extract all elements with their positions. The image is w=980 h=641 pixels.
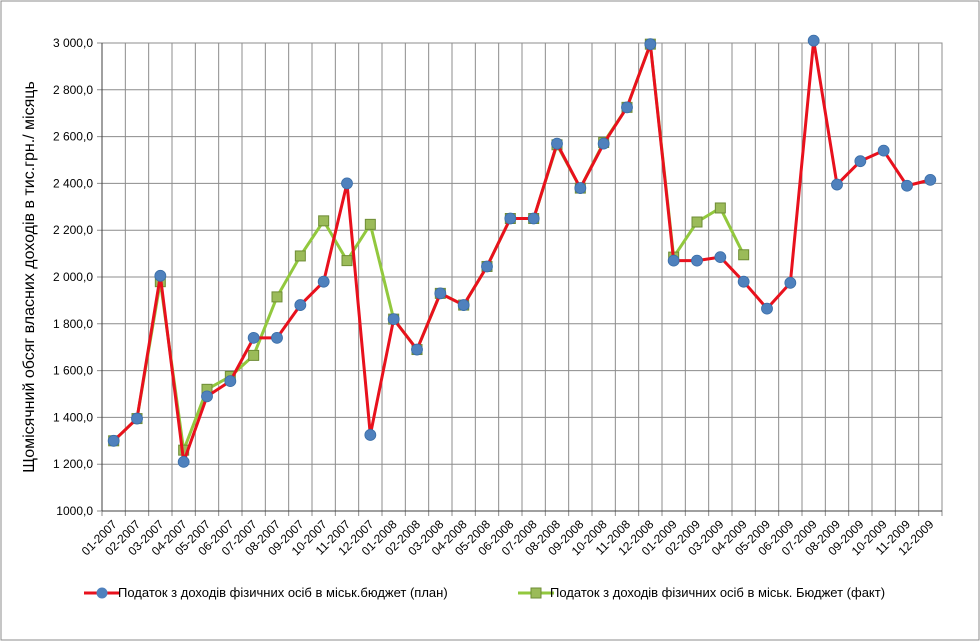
data-point-plan <box>387 313 400 326</box>
data-point-plan <box>527 212 540 225</box>
data-point-plan <box>691 254 703 267</box>
series-line <box>112 39 931 464</box>
data-point-plan <box>481 260 493 273</box>
y-axis-label: Щомісячний обсяг власних доходів в тис.г… <box>21 81 38 473</box>
series-plan <box>107 34 937 468</box>
data-point-plan <box>924 173 937 186</box>
data-point-plan <box>807 34 820 47</box>
data-point-fact <box>248 349 260 361</box>
y-tick-label: 3 000,0 <box>53 36 93 50</box>
data-point-fact <box>294 250 306 262</box>
y-tick-label: 1 400,0 <box>53 410 93 424</box>
data-point-fact <box>318 215 330 227</box>
y-tick-label: 1 600,0 <box>53 364 93 378</box>
legend-item-plan: Податок з доходів фізичних осіб в міськ.… <box>84 585 448 600</box>
y-tick-label: 2 600,0 <box>53 130 93 144</box>
gridlines <box>97 42 943 516</box>
y-tick-label: 2 200,0 <box>53 223 93 237</box>
legend-label-fact: Податок з доходів фізичних осіб в міськ.… <box>550 585 885 600</box>
data-point-plan <box>621 101 633 114</box>
data-point-plan <box>201 390 213 403</box>
data-point-fact <box>341 255 353 267</box>
data-point-plan <box>667 254 680 267</box>
y-tick-label: 2 400,0 <box>53 176 93 190</box>
data-point-plan <box>784 276 797 289</box>
legend: Податок з доходів фізичних осіб в міськ.… <box>84 585 885 600</box>
data-point-fact <box>738 249 750 261</box>
y-axis-ticks: 1000,0 1 200,0 1 400,0 1 600,0 1 800,0 2 000,… <box>53 36 93 518</box>
y-tick-label: 1 200,0 <box>53 457 93 471</box>
data-point-plan <box>434 287 447 300</box>
y-tick-label: 2 800,0 <box>53 83 93 97</box>
data-point-plan <box>854 155 867 168</box>
data-point-plan <box>247 331 260 344</box>
data-point-plan <box>294 299 307 311</box>
data-point-plan <box>551 137 563 150</box>
legend-item-fact: Податок з доходів фізичних осіб в міськ.… <box>518 585 885 600</box>
legend-marker-fact <box>530 587 542 599</box>
data-point-plan <box>364 429 377 441</box>
data-point-fact <box>691 216 703 228</box>
data-point-fact <box>271 291 283 303</box>
data-point-plan <box>644 38 657 51</box>
data-point-fact <box>714 202 726 214</box>
data-point-plan <box>411 343 423 356</box>
data-point-plan <box>224 375 237 388</box>
data-point-plan <box>504 212 517 225</box>
y-tick-label: 1000,0 <box>56 504 93 518</box>
data-point-plan <box>131 412 143 425</box>
data-point-plan <box>177 455 190 468</box>
data-point-plan <box>737 275 750 288</box>
data-point-fact <box>364 218 376 230</box>
data-point-plan <box>457 299 470 311</box>
y-tick-label: 2 000,0 <box>53 270 93 284</box>
data-point-plan <box>341 177 353 190</box>
data-point-plan <box>317 275 330 288</box>
data-point-plan <box>901 179 913 192</box>
data-point-plan <box>714 251 727 264</box>
data-point-plan <box>597 137 610 150</box>
series <box>107 34 937 468</box>
data-point-plan <box>154 269 167 282</box>
data-point-plan <box>761 302 773 315</box>
y-tick-label: 1 800,0 <box>53 317 93 331</box>
data-point-plan <box>271 331 283 344</box>
data-point-plan <box>107 434 120 447</box>
legend-marker-plan <box>96 587 108 599</box>
legend-label-plan: Податок з доходів фізичних осіб в міськ.… <box>118 585 448 600</box>
data-point-plan <box>831 178 843 191</box>
data-point-plan <box>574 182 587 194</box>
data-point-plan <box>877 144 890 157</box>
